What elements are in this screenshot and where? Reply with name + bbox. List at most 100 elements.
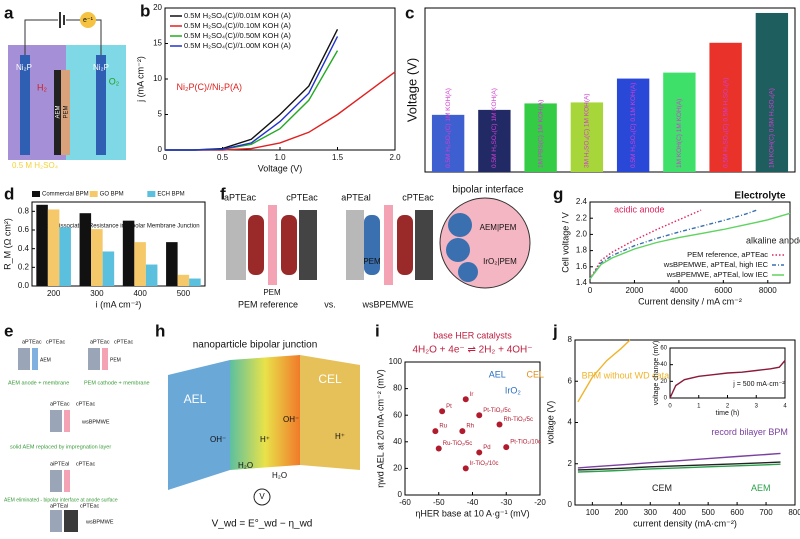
legend-label: PEM reference, aPTEac	[687, 250, 768, 259]
voltmeter	[253, 488, 271, 506]
y-tick-label: 5	[158, 110, 163, 119]
point-label: Ru-TiO₂/5c	[443, 441, 472, 447]
y-tick-label: 15	[153, 39, 162, 48]
legend-label: Commercial BPM	[42, 192, 89, 198]
electrode	[64, 510, 78, 532]
y-tick-label: 6	[568, 376, 573, 385]
label: wsBPMWE	[81, 419, 110, 425]
x-tick-label: 1.0	[274, 153, 286, 162]
point	[435, 445, 442, 452]
electrode	[18, 348, 30, 370]
y-tick-label: 8	[568, 335, 573, 344]
series-label: AEM	[751, 483, 771, 493]
y-tick-label: 2.2	[576, 213, 588, 222]
annotation: CEL	[527, 370, 545, 380]
x-tick-label: 200	[47, 289, 61, 298]
label: aPTEal	[50, 503, 68, 509]
label: H₂O	[272, 471, 287, 480]
label: PEM cathode + membrane	[84, 380, 150, 386]
point	[476, 412, 483, 419]
label: Ni₂P	[16, 63, 32, 72]
point	[503, 444, 510, 451]
label: PEM	[263, 288, 281, 297]
bar	[122, 220, 135, 286]
label: wsBPEMWE	[361, 299, 413, 309]
bar	[709, 42, 742, 173]
point	[476, 449, 483, 456]
panel-label: h	[155, 321, 165, 340]
y-tick-label: 1.4	[576, 278, 588, 287]
bar	[570, 102, 604, 172]
y-tick-label: 20	[660, 379, 667, 385]
x-tick-label: 8000	[759, 286, 777, 295]
y-tick-label: 60	[660, 346, 667, 352]
label: aPTEac	[90, 339, 110, 345]
x-tick-label: -40	[467, 498, 479, 507]
panel-h-diagram: nanoparticle bipolar junction AEL CEL OH…	[168, 340, 360, 530]
wire	[24, 19, 58, 55]
label: aPTEac	[22, 339, 42, 345]
label: aPTEac	[50, 401, 70, 407]
x-tick-label: -50	[433, 498, 445, 507]
cel-layer	[300, 355, 360, 470]
label: AEL	[184, 392, 207, 406]
catalyst	[281, 215, 297, 275]
bar	[79, 213, 92, 286]
legend-swatch	[32, 191, 40, 197]
bar	[91, 229, 103, 286]
x-tick-label: -20	[534, 498, 546, 507]
x-axis-label: Current density / mA cm⁻²	[638, 296, 742, 306]
y-tick-label: 4	[568, 418, 573, 427]
y-axis-label: R_M (Ω cm²)	[2, 218, 12, 270]
point-label: Rh	[466, 424, 474, 430]
electrode	[346, 210, 364, 280]
panel-f-diagram: aPTEac cPTEac PEM aPTEal cPTEac PEM PEM …	[224, 185, 531, 309]
y-axis-label: Voltage (V)	[404, 58, 419, 122]
x-tick-label: -60	[399, 498, 411, 507]
y-tick-label: 80	[393, 384, 402, 393]
legend-swatch	[147, 191, 156, 197]
series-line	[577, 452, 781, 469]
x-tick-label: 2	[726, 404, 730, 410]
x-tick-label: 0	[668, 404, 672, 410]
label: aiPTEal	[50, 461, 69, 467]
particle	[448, 213, 472, 237]
panel-label: g	[553, 184, 563, 203]
bar	[478, 109, 511, 172]
pem	[61, 70, 70, 155]
series-line	[669, 360, 786, 399]
x-tick-label: 1	[697, 404, 701, 410]
x-axis-label: ηHER base at 10 A·g⁻¹ (mV)	[415, 508, 529, 518]
y-tick-label: 20	[393, 464, 402, 473]
aem	[54, 70, 61, 155]
legend-swatch	[89, 191, 98, 197]
label: solid AEM replaced by impregnation layer	[10, 444, 111, 450]
label: PEM	[110, 357, 121, 363]
point-label: Ru	[439, 424, 447, 430]
catalyst	[364, 215, 380, 275]
electrode	[299, 210, 317, 280]
plot-frame	[589, 201, 791, 284]
bar	[431, 114, 465, 172]
y-tick-label: 60	[393, 410, 402, 419]
label: cPTEac	[114, 339, 134, 345]
panel-label: d	[4, 184, 14, 203]
x-tick-label: 600	[730, 508, 744, 517]
panel-label: j	[552, 321, 558, 340]
label: cPTEac	[286, 192, 318, 202]
bar	[134, 242, 146, 286]
x-tick-label: 6000	[714, 286, 732, 295]
electron-icon	[80, 12, 96, 28]
point	[439, 408, 446, 415]
series-label: record bilayer BPM	[711, 427, 788, 437]
panel-label: a	[4, 3, 14, 22]
bar	[189, 278, 201, 286]
chart-subtitle: 4H₂O + 4e⁻ ⇌ 2H₂ + 4OH⁻	[412, 345, 532, 356]
electrode	[20, 55, 30, 155]
legend-label: wsBPEMWE, aPTEal, low IEC	[666, 270, 769, 279]
electrode	[50, 470, 62, 492]
y-tick-label: 0	[398, 490, 403, 499]
y-tick-label: 1.8	[576, 246, 588, 255]
x-tick-label: 500	[701, 508, 715, 517]
point-label: Pt-TiO₂/10c	[510, 440, 541, 446]
